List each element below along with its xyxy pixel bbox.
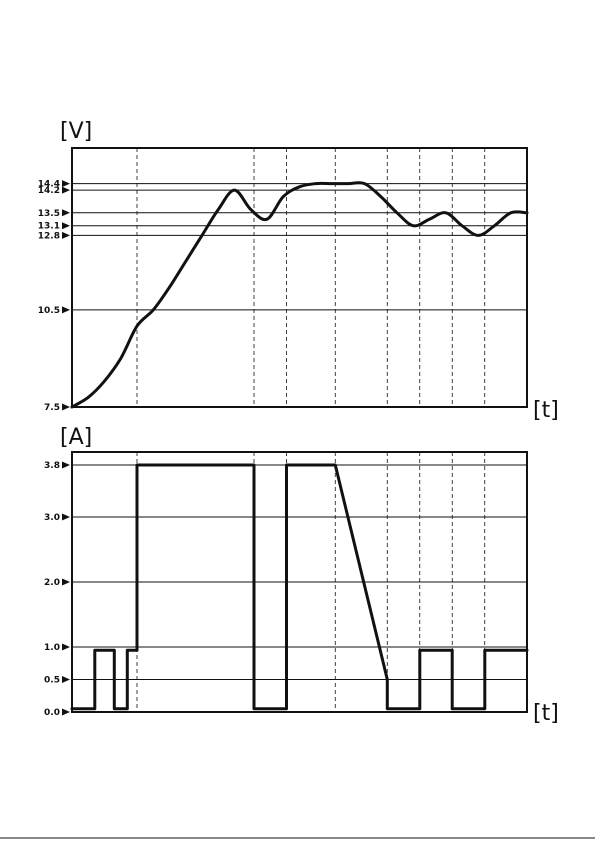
current-tick-arrow [62, 676, 70, 683]
current-tick-label: 3.8 [44, 461, 60, 471]
current-tick-label: 0.0 [44, 708, 60, 718]
current-plot-frame [71, 451, 528, 713]
current-tick-arrow [62, 708, 70, 716]
voltage-series-line [70, 181, 529, 409]
voltage-tick-label: 13.1 [38, 222, 60, 232]
voltage-unit-label: [V] [60, 119, 92, 144]
current-tick-label: 1.0 [44, 643, 60, 653]
voltage-tick-arrow [62, 186, 70, 194]
voltage-tick-label: 14.2 [38, 186, 60, 196]
voltage-tick-label: 12.8 [38, 231, 60, 241]
current-tick-label: 3.0 [44, 513, 60, 523]
current-tick-label: 2.0 [44, 578, 60, 588]
voltage-tick-arrow [62, 403, 70, 411]
current-unit-label: [A] [60, 425, 92, 450]
current-series-line [70, 463, 529, 711]
current-time-label: [t] [533, 701, 559, 726]
voltage-tick-label: 14.4 [38, 180, 60, 190]
voltage-plot-frame [71, 147, 528, 408]
voltage-time-label: [t] [533, 398, 559, 423]
voltage-tick-arrow [62, 209, 70, 217]
current-panel: [A] [t] 3.8 3.0 2.0 1.0 0.5 0.0 [44, 425, 559, 726]
current-tick-arrow [62, 643, 70, 651]
current-tick-arrow [62, 578, 70, 586]
voltage-tick-label: 7.5 [44, 403, 60, 413]
current-tick-arrow [62, 513, 70, 521]
current-tick-label: 0.5 [44, 676, 60, 686]
voltage-tick-arrow [62, 222, 70, 230]
voltage-tick-arrow [62, 231, 70, 239]
voltage-tick-arrow [62, 306, 70, 314]
voltage-tick-label: 10.5 [38, 306, 60, 316]
voltage-panel: [V] [t] 14.414.2 13.5 13.112.8 10.5 7.5 [38, 119, 559, 423]
voltage-tick-arrow [62, 180, 70, 188]
current-tick-arrow [62, 461, 70, 469]
voltage-tick-label: 13.5 [38, 209, 60, 219]
